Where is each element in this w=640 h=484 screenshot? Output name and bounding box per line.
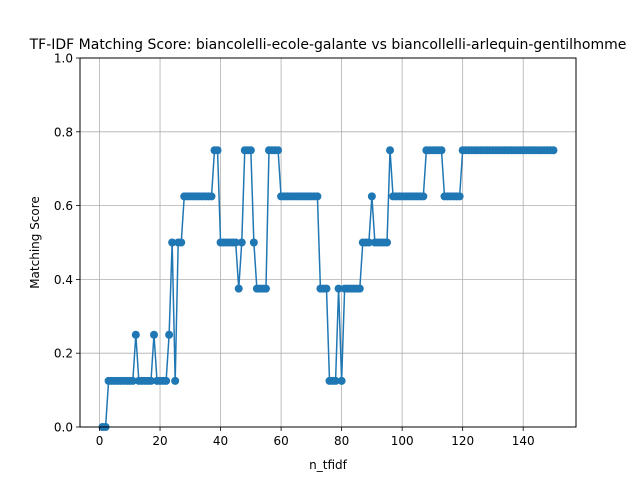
data-point — [337, 376, 346, 385]
y-tick-label: 0.2 — [54, 347, 73, 361]
data-point — [249, 238, 258, 247]
y-tick-label: 1.0 — [54, 52, 73, 66]
x-tick-label: 140 — [512, 434, 535, 448]
x-axis-label: n_tfidf — [309, 458, 347, 472]
x-tick-label: 100 — [391, 434, 414, 448]
x-tick-label: 60 — [273, 434, 288, 448]
data-point — [246, 146, 255, 155]
data-point — [313, 192, 322, 201]
data-point — [386, 146, 395, 155]
data-point — [162, 376, 171, 385]
data-point — [437, 146, 446, 155]
data-point — [334, 284, 343, 293]
x-tick-label: 40 — [213, 434, 228, 448]
x-tick-label: 20 — [152, 434, 167, 448]
plot-frame — [79, 57, 577, 428]
data-point — [455, 192, 464, 201]
data-point — [549, 146, 558, 155]
axis-ticks: 0 20 40 60 80 100 120 140 0.0 0.2 0.4 0.6 0.8 1.0 — [54, 52, 535, 449]
data-point — [331, 376, 340, 385]
data-point — [322, 284, 331, 293]
data-point — [149, 330, 158, 339]
data-point — [261, 284, 270, 293]
data-point — [274, 146, 283, 155]
data-point — [355, 284, 364, 293]
y-tick-label: 0.4 — [54, 273, 73, 287]
data-point — [128, 376, 137, 385]
data-point — [213, 146, 222, 155]
y-tick-label: 0.8 — [54, 125, 73, 139]
data-point — [383, 238, 392, 247]
data-point — [207, 192, 216, 201]
data-point — [146, 376, 155, 385]
x-tick-label: 80 — [334, 434, 349, 448]
data-point — [168, 238, 177, 247]
data-point — [165, 330, 174, 339]
y-tick-label: 0.0 — [54, 421, 73, 435]
data-point — [234, 284, 243, 293]
data-point — [171, 376, 180, 385]
x-tick-label: 120 — [451, 434, 474, 448]
data-point — [131, 330, 140, 339]
data-point — [364, 238, 373, 247]
y-tick-label: 0.6 — [54, 199, 73, 213]
chart-title: TF-IDF Matching Score: biancolelli-ecole… — [29, 37, 627, 53]
data-point — [367, 192, 376, 201]
data-point — [177, 238, 186, 247]
y-axis-label: Matching Score — [28, 196, 42, 289]
data-point — [231, 238, 240, 247]
data-point — [419, 192, 428, 201]
data-series — [98, 146, 558, 431]
data-point — [237, 238, 246, 247]
x-tick-label: 0 — [96, 434, 104, 448]
